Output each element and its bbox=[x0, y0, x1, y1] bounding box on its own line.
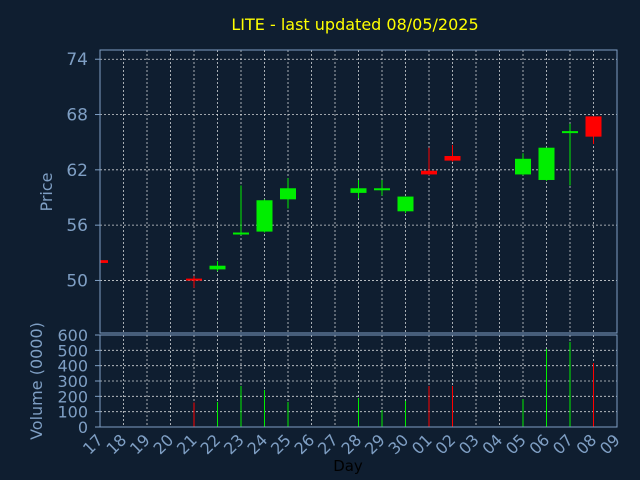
candle-body bbox=[421, 170, 437, 175]
candle-body bbox=[374, 188, 390, 191]
y2-tick-label: 200 bbox=[57, 387, 88, 406]
candle-body bbox=[233, 232, 249, 235]
marks bbox=[100, 116, 602, 427]
y2-tick-label: 300 bbox=[57, 372, 88, 391]
x-axis-label: Day bbox=[333, 457, 363, 475]
y2-tick-label: 400 bbox=[57, 357, 88, 376]
candle-body bbox=[444, 156, 461, 161]
candle-body bbox=[538, 147, 555, 180]
y-tick-label: 50 bbox=[66, 271, 88, 291]
y2-tick-label: 0 bbox=[78, 418, 88, 437]
candle-body bbox=[186, 278, 202, 281]
price-frame bbox=[99, 49, 618, 334]
y2-tick-label: 500 bbox=[57, 341, 88, 360]
candle-body bbox=[280, 188, 296, 200]
candle-body bbox=[397, 196, 414, 212]
y2-tick-label: 600 bbox=[57, 326, 88, 345]
candle-body bbox=[515, 158, 531, 175]
volume-marks bbox=[193, 342, 594, 427]
candle-body bbox=[585, 116, 602, 137]
candle-body bbox=[256, 200, 273, 232]
chart-title: LITE - last updated 08/05/2025 bbox=[231, 15, 478, 34]
y-tick-label: 74 bbox=[66, 50, 88, 70]
y2-axis-label: Volume (0000) bbox=[27, 322, 46, 440]
y-tick-label: 62 bbox=[66, 161, 88, 181]
y-axis-label: Price bbox=[37, 172, 56, 211]
y-tick-label: 68 bbox=[66, 106, 88, 126]
candle-body bbox=[100, 260, 108, 263]
candle-body bbox=[562, 131, 578, 134]
candle-body bbox=[209, 265, 226, 270]
price-marks bbox=[100, 116, 602, 288]
y2-tick-label: 100 bbox=[57, 403, 88, 422]
candle-body bbox=[350, 188, 367, 193]
y-tick-label: 56 bbox=[66, 216, 88, 236]
